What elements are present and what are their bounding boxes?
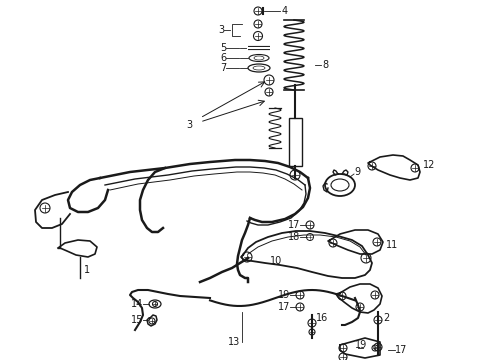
Text: 10: 10	[270, 256, 282, 266]
Text: 17: 17	[278, 302, 290, 312]
Text: 8: 8	[322, 60, 328, 70]
Text: 17: 17	[288, 220, 300, 230]
Text: 17: 17	[395, 345, 407, 355]
Text: 4: 4	[282, 6, 288, 16]
Text: 7: 7	[220, 63, 226, 73]
Text: 3: 3	[186, 120, 192, 130]
Text: 3: 3	[218, 25, 224, 35]
Text: 12: 12	[423, 160, 436, 170]
Text: 19: 19	[278, 290, 290, 300]
Text: 16: 16	[316, 313, 328, 323]
Text: 18: 18	[288, 232, 300, 242]
Text: 2: 2	[383, 313, 389, 323]
Text: 5: 5	[220, 43, 226, 53]
Text: 15: 15	[131, 315, 143, 325]
Text: 13: 13	[228, 337, 240, 347]
Text: 11: 11	[386, 240, 398, 250]
Text: 14: 14	[131, 299, 143, 309]
Text: 9: 9	[354, 167, 360, 177]
Text: 6: 6	[220, 53, 226, 63]
Text: 1: 1	[84, 265, 90, 275]
Text: 19: 19	[355, 340, 367, 350]
Bar	[289, 118, 302, 166]
